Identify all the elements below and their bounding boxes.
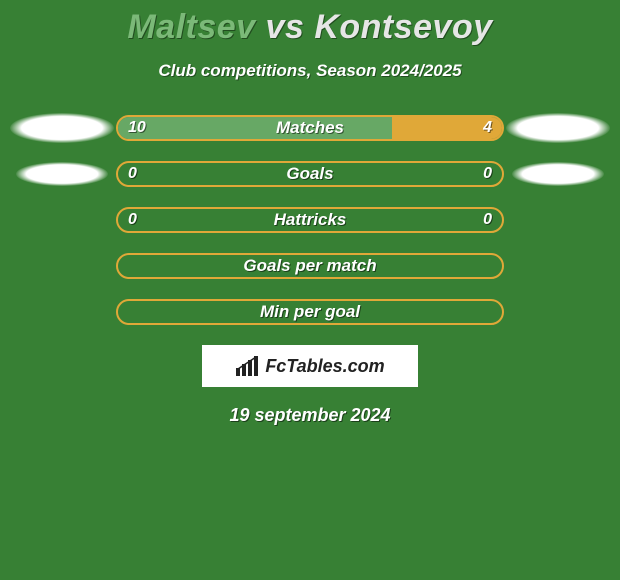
date-text: 19 september 2024 (0, 405, 620, 426)
stat-value-left: 0 (128, 163, 137, 185)
brand-badge: FcTables.com (202, 345, 418, 387)
bar-fill-right (392, 117, 502, 139)
avatar-ellipse (512, 162, 604, 186)
stat-label: Goals (118, 163, 502, 185)
page-title: Maltsev vs Kontsevoy (0, 0, 620, 47)
stat-bar: Hattricks0 0 (116, 207, 504, 233)
avatar-ellipse (16, 162, 108, 186)
stat-value-left: 0 (128, 209, 137, 231)
subtitle: Club competitions, Season 2024/2025 (0, 61, 620, 81)
stat-value-right: 0 (483, 163, 492, 185)
vs-text: vs (266, 8, 305, 46)
stat-row: Goals per match (8, 253, 612, 279)
avatar-ellipse (10, 113, 114, 143)
stat-label: Goals per match (118, 255, 502, 277)
stat-row: Hattricks0 0 (8, 207, 612, 233)
right-avatar-slot (504, 162, 612, 186)
left-avatar-slot (8, 162, 116, 186)
player1-name: Maltsev (127, 8, 255, 46)
stat-bar: Goals0 0 (116, 161, 504, 187)
stat-bar: Matches104 (116, 115, 504, 141)
left-avatar-slot (8, 113, 116, 143)
avatar-ellipse (506, 113, 610, 143)
stat-label: Hattricks (118, 209, 502, 231)
stat-bar: Goals per match (116, 253, 504, 279)
player2-name: Kontsevoy (314, 8, 492, 46)
stat-row: Matches104 (8, 115, 612, 141)
right-avatar-slot (504, 113, 612, 143)
brand-text: FcTables.com (265, 356, 384, 377)
stat-row: Goals0 0 (8, 161, 612, 187)
stat-label: Min per goal (118, 301, 502, 323)
stat-value-right: 0 (483, 209, 492, 231)
stat-bar: Min per goal (116, 299, 504, 325)
bar-chart-icon (235, 356, 259, 376)
stat-row: Min per goal (8, 299, 612, 325)
stat-rows: Matches104Goals00Hattricks00Goals per ma… (0, 115, 620, 325)
bar-fill-left (118, 117, 392, 139)
